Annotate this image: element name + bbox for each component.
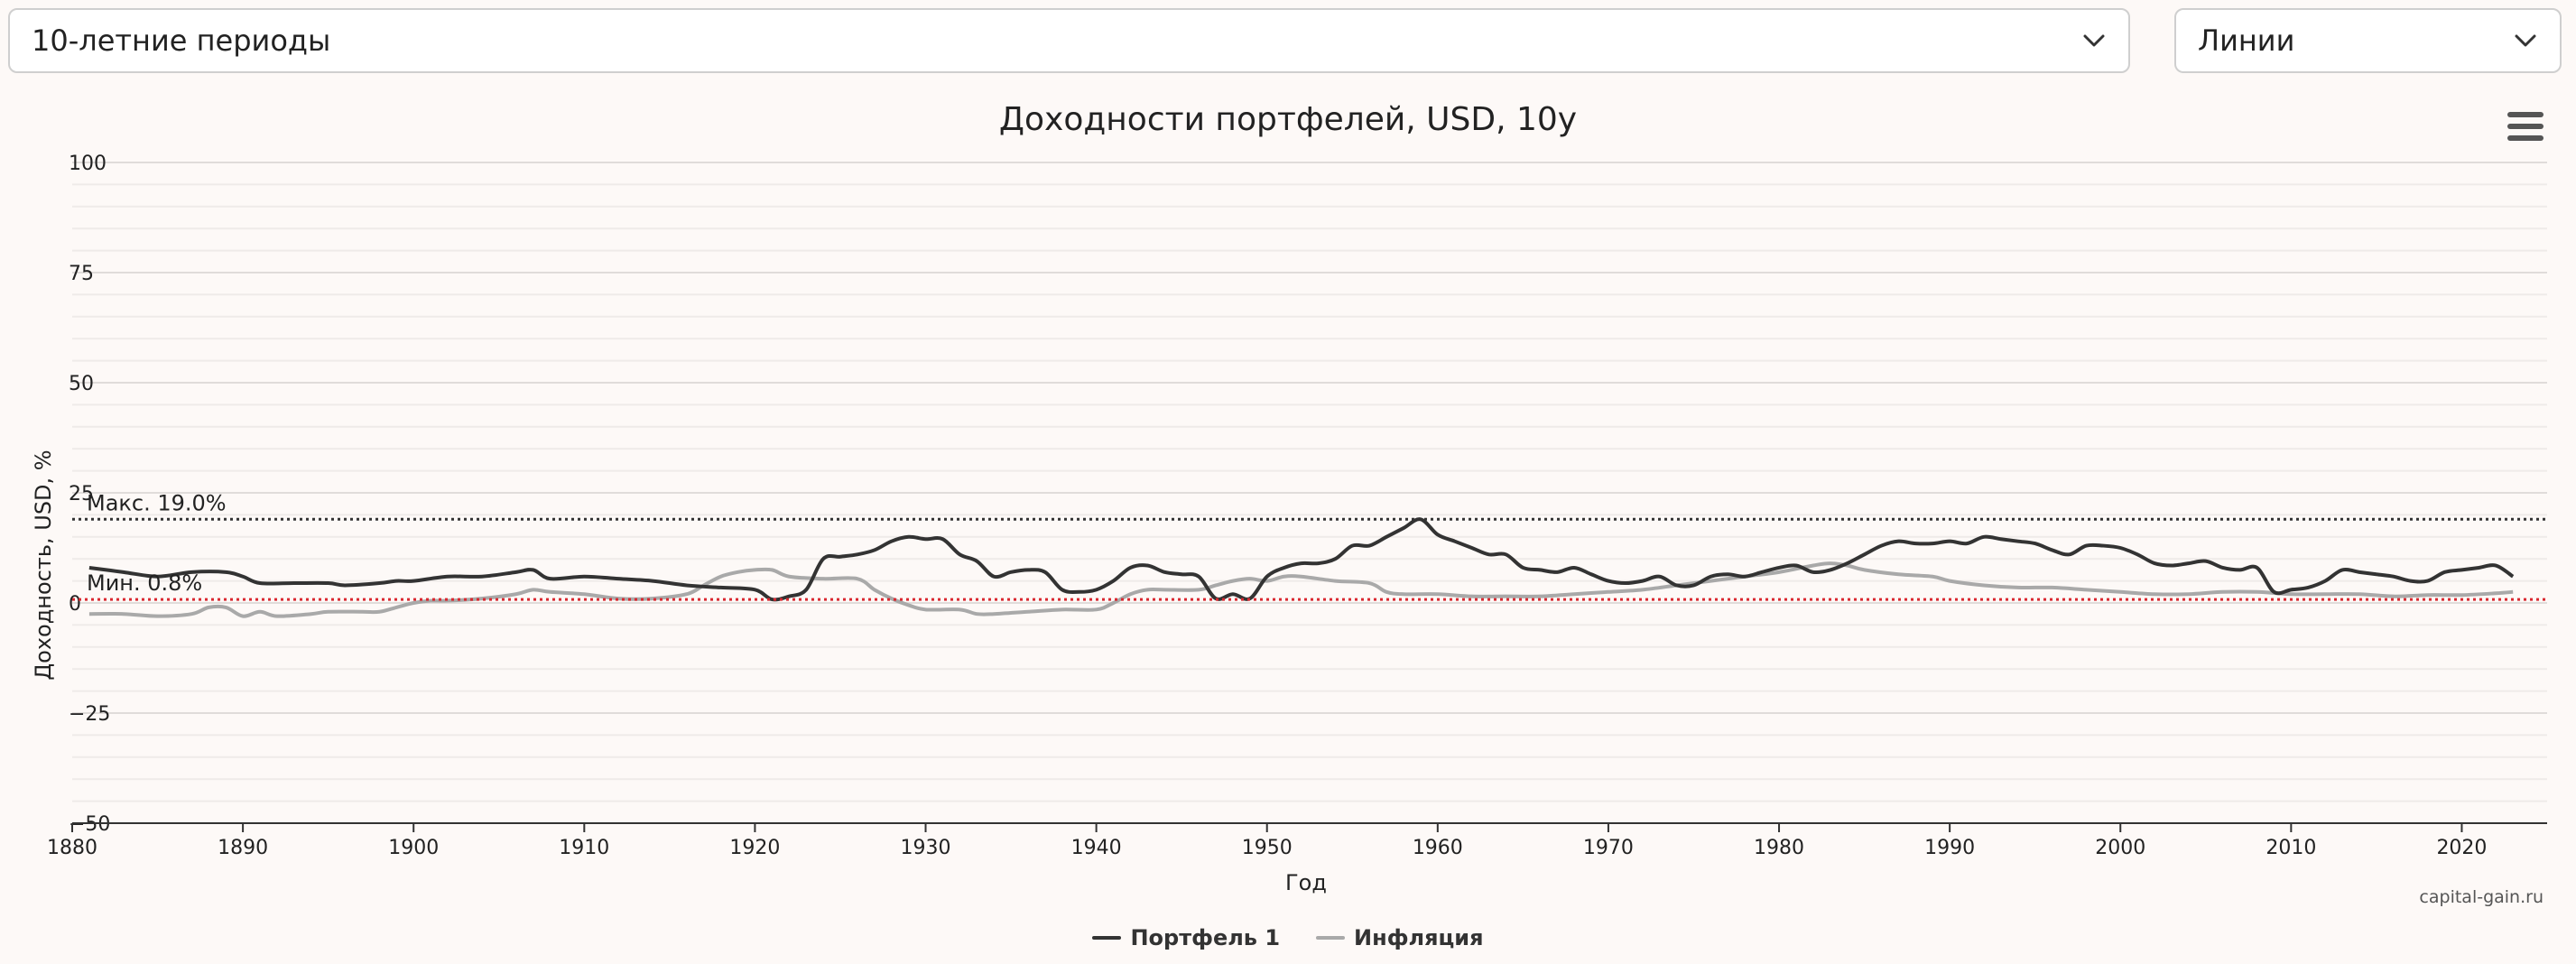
- series-line-portfolio: [88, 517, 2515, 602]
- chart-type-select-value: Линии: [2198, 23, 2295, 58]
- x-tick-label: 1890: [218, 837, 268, 859]
- max-line-label: Макс. 19.0%: [87, 490, 227, 515]
- y-tick-label: 0: [69, 593, 81, 616]
- y-tick-label: −50: [69, 813, 110, 836]
- x-tick-label: 1880: [47, 837, 97, 859]
- chevron-down-icon: [2081, 28, 2107, 53]
- chevron-down-icon: [2513, 28, 2538, 53]
- x-axis-label: Год: [1285, 870, 1327, 895]
- period-select-value: 10-летние периоды: [32, 23, 331, 58]
- x-tick-label: 1970: [1583, 837, 1634, 859]
- x-tick-label: 2000: [2095, 837, 2145, 859]
- x-tick-label: 2020: [2436, 837, 2487, 859]
- x-tick-label: 1920: [729, 837, 780, 859]
- chart-title: Доходности портфелей, USD, 10y: [999, 101, 1577, 138]
- y-tick-label: 100: [69, 153, 107, 175]
- legend-swatch-inflation: [1316, 936, 1346, 940]
- x-tick-label: 1980: [1754, 837, 1804, 859]
- legend-item-inflation[interactable]: Инфляция: [1316, 925, 1484, 950]
- chart-type-select[interactable]: Линии: [2174, 8, 2562, 73]
- x-tick-label: 1930: [901, 837, 951, 859]
- chart-menu-icon[interactable]: [2502, 108, 2549, 144]
- x-tick-label: 1990: [1924, 837, 1975, 859]
- x-tick-label: 1900: [388, 837, 439, 859]
- x-tick-label: 2010: [2266, 837, 2316, 859]
- y-tick-label: −25: [69, 703, 110, 726]
- legend-label-inflation: Инфляция: [1354, 925, 1484, 950]
- chart-credit[interactable]: capital-gain.ru: [2419, 887, 2544, 907]
- line-chart: Доходности портфелей, USD, 10y 100 75 50 25 0…: [31, 101, 2547, 895]
- x-tick-label: 1910: [559, 837, 609, 859]
- x-tick-label: 1950: [1242, 837, 1293, 859]
- legend-item-portfolio[interactable]: Портфель 1: [1092, 925, 1280, 950]
- y-tick-label: 50: [69, 373, 94, 395]
- x-tick-label: 1960: [1413, 837, 1463, 859]
- chart-legend: Портфель 1 Инфляция: [0, 925, 2576, 950]
- min-line-label: Мин. 0.8%: [87, 570, 202, 596]
- chart-area: Доходности портфелей, USD, 10y 100 75 50 25 0…: [0, 87, 2576, 964]
- legend-swatch-portfolio: [1092, 936, 1122, 940]
- legend-label-portfolio: Портфель 1: [1130, 925, 1281, 950]
- y-tick-label: 75: [69, 263, 94, 285]
- series-line-inflation: [88, 561, 2514, 618]
- y-tick-label: 25: [69, 483, 94, 505]
- y-axis-label: Доходность, USD, %: [31, 450, 56, 680]
- period-select[interactable]: 10-летние периоды: [8, 8, 2130, 73]
- x-tick-label: 1940: [1071, 837, 1122, 859]
